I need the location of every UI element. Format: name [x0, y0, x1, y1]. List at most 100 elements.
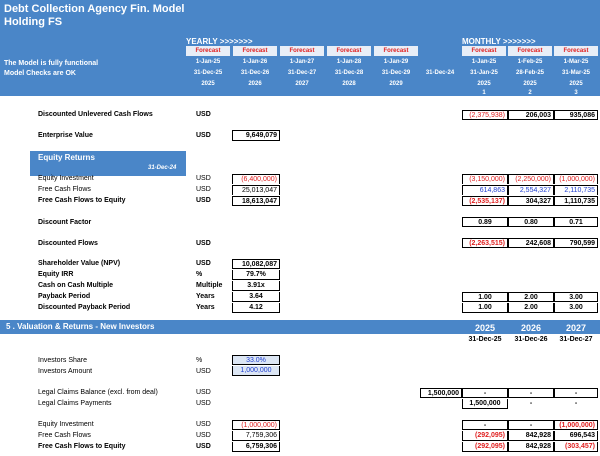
fcf-total[interactable]: 25,013,047	[232, 185, 280, 195]
s5-date-3: 31-Dec-27	[559, 336, 593, 343]
col-tag: Forecast	[233, 46, 277, 56]
fcfe-total[interactable]: 18,613,047	[232, 196, 280, 206]
equity-returns-band	[30, 151, 186, 176]
row-unit: USD	[196, 389, 211, 396]
s5-fcf-y1[interactable]: (292,095)	[462, 431, 508, 441]
eq-inv-m1[interactable]: (3,150,000)	[462, 174, 508, 184]
ducf-m3[interactable]: 935,086	[554, 110, 598, 120]
col-year: 2028	[342, 81, 356, 87]
s5-date-2: 31-Dec-26	[514, 336, 548, 343]
s5-year-1: 2025	[474, 323, 496, 333]
dflows-m1[interactable]: (2,263,515)	[462, 238, 508, 248]
fcfe-m2[interactable]: 304,327	[508, 196, 554, 206]
s5-eq-inv-total[interactable]: (1,000,000)	[232, 420, 280, 430]
ducf-m1[interactable]: (2,375,938)	[462, 110, 508, 120]
row-unit: USD	[196, 400, 211, 407]
payback-m2[interactable]: 2.00	[508, 292, 554, 302]
payback-m1[interactable]: 1.00	[462, 292, 508, 302]
opening-col-date: 31-Dec-24	[425, 70, 455, 76]
s5-fcfe-y3[interactable]: (303,457)	[554, 442, 598, 452]
dpayback-m1[interactable]: 1.00	[462, 303, 508, 313]
col-start: 1-Feb-25	[517, 59, 543, 65]
s5-fcf-total[interactable]: 7,759,306	[232, 431, 280, 441]
fcfe-m1[interactable]: (2,535,137)	[462, 196, 508, 206]
col-year: 2027	[295, 81, 309, 87]
coc-value[interactable]: 3.91x	[232, 281, 280, 291]
legal-balance-y1[interactable]: -	[462, 388, 508, 398]
col-start: 1-Jan-28	[336, 59, 362, 65]
col-tag: Forecast	[327, 46, 371, 56]
dpayback-value[interactable]: 4.12	[232, 303, 280, 313]
dflows-m3[interactable]: 790,599	[554, 238, 598, 248]
col-end: 31-Mar-25	[561, 70, 590, 76]
s5-fcf-y3[interactable]: 696,543	[554, 431, 598, 441]
dfactor-m2[interactable]: 0.80	[508, 217, 554, 227]
row-unit: USD	[196, 197, 211, 204]
monthly-label: MONTHLY >>>>>>>	[462, 37, 536, 46]
row-unit: USD	[196, 368, 211, 375]
dflows-m2[interactable]: 242,608	[508, 238, 554, 248]
model-title: Debt Collection Agency Fin. Model	[4, 3, 185, 15]
model-subtitle: Holding FS	[4, 16, 63, 28]
equity-returns-title: Equity Returns	[38, 153, 95, 162]
col-end: 28-Feb-25	[515, 70, 544, 76]
s5-eq-inv-y2[interactable]: -	[508, 420, 554, 430]
row-label-coc: Cash on Cash Multiple	[38, 282, 114, 289]
s5-fcfe-total[interactable]: 6,759,306	[232, 442, 280, 452]
row-label-discount-factor: Discount Factor	[38, 219, 92, 226]
legal-balance-y2[interactable]: -	[508, 388, 554, 398]
fcf-m2[interactable]: 2,554,327	[508, 185, 554, 195]
row-unit: USD	[196, 132, 211, 139]
enterprise-value[interactable]: 9,649,079	[232, 130, 280, 141]
fcf-m1[interactable]: 614,863	[462, 185, 508, 195]
legal-balance-y3[interactable]: -	[554, 388, 598, 398]
row-label-legal-balance: Legal Claims Balance (excl. from deal)	[38, 389, 158, 396]
dpayback-m2[interactable]: 2.00	[508, 303, 554, 313]
row-unit: USD	[196, 175, 211, 182]
dpayback-m3[interactable]: 3.00	[554, 303, 598, 313]
eq-inv-m2[interactable]: (2,250,000)	[508, 174, 554, 184]
investors-amount-input[interactable]: 1,000,000	[232, 366, 280, 376]
dfactor-m3[interactable]: 0.71	[554, 217, 598, 227]
row-unit: USD	[196, 421, 211, 428]
row-label-irr: Equity IRR	[38, 271, 74, 278]
row-unit: USD	[196, 432, 211, 439]
col-year: 2025	[523, 81, 537, 87]
s5-eq-inv-y1[interactable]: -	[462, 420, 508, 430]
col-tag: Forecast	[554, 46, 598, 56]
col-year: 2026	[248, 81, 262, 87]
fcf-m3[interactable]: 2,110,735	[554, 185, 598, 195]
col-end: 31-Dec-27	[287, 70, 317, 76]
status-note: The Model is fully functional	[4, 60, 99, 67]
s5-fcf-y2[interactable]: 842,928	[508, 431, 554, 441]
eq-inv-m3[interactable]: (1,000,000)	[554, 174, 598, 184]
row-label-ev: Enterprise Value	[38, 132, 93, 139]
fcfe-m3[interactable]: 1,110,735	[554, 196, 598, 206]
col-year: 2025	[569, 81, 583, 87]
payback-m3[interactable]: 3.00	[554, 292, 598, 302]
col-index: 2	[528, 90, 532, 96]
col-tag: Forecast	[186, 46, 230, 56]
col-end: 31-Dec-29	[381, 70, 411, 76]
col-tag: Forecast	[280, 46, 324, 56]
s5-fcfe-y1[interactable]: (292,095)	[462, 442, 508, 452]
investors-share-input[interactable]: 33.0%	[232, 355, 280, 365]
s5-fcfe-y2[interactable]: 842,928	[508, 442, 554, 452]
ducf-m2[interactable]: 206,003	[508, 110, 554, 120]
irr-value[interactable]: 79.7%	[232, 270, 280, 280]
npv-value[interactable]: 10,082,087	[232, 259, 280, 269]
row-unit: USD	[196, 260, 211, 267]
row-label-s5-fcf: Free Cash Flows	[38, 432, 91, 439]
section5-band	[0, 320, 600, 334]
dfactor-m1[interactable]: 0.89	[462, 217, 508, 227]
col-index: 3	[574, 90, 578, 96]
row-unit: USD	[196, 186, 211, 193]
s5-eq-inv-y3[interactable]: (1,000,000)	[554, 420, 598, 430]
payback-value[interactable]: 3.64	[232, 292, 280, 302]
eq-inv-total[interactable]: (6,400,000)	[232, 174, 280, 184]
legal-balance-opening[interactable]: 1,500,000	[420, 388, 462, 398]
row-unit: Years	[196, 293, 215, 300]
col-index: 1	[482, 90, 486, 96]
row-label-payback: Payback Period	[38, 293, 91, 300]
legal-payments-y1[interactable]: 1,500,000	[462, 399, 508, 409]
